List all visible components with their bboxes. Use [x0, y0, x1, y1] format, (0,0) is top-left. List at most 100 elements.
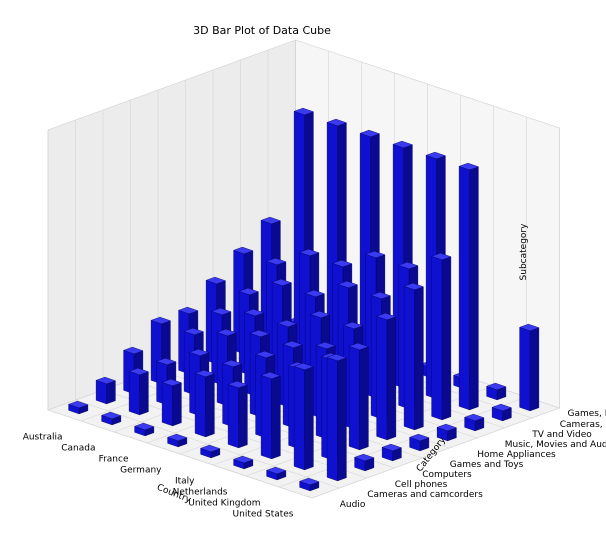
- y-tick-label: Cameras and camcorders: [367, 490, 483, 500]
- bar: [128, 367, 150, 416]
- bar-top-face: [100, 411, 122, 420]
- bar: [491, 403, 513, 422]
- y-tick-label: Cell phones: [395, 480, 448, 490]
- bar-top-face: [67, 400, 89, 409]
- z-tick-labels: Games, Movies, Music and Accessories: [568, 409, 606, 419]
- bar: [458, 162, 480, 411]
- bar-top-face: [315, 341, 337, 350]
- z-tick-label: Games, Movies, Music and Accessories: [568, 409, 606, 419]
- bar-front-face: [431, 256, 443, 421]
- bar-side-face: [414, 286, 424, 431]
- bar: [199, 444, 221, 459]
- bar-top-face: [326, 118, 348, 127]
- bar-front-face: [260, 375, 272, 460]
- bar-front-face: [403, 286, 415, 431]
- bar-front-face: [293, 366, 305, 471]
- bar: [95, 376, 117, 405]
- y-tick-label: TV and Video: [531, 430, 592, 440]
- bar-side-face: [386, 316, 397, 441]
- bar-side-face: [172, 382, 182, 427]
- bar-top-face: [232, 455, 254, 464]
- bar: [463, 413, 485, 432]
- bar-front-face: [128, 371, 140, 416]
- bar-front-face: [95, 380, 107, 405]
- bar: [298, 477, 320, 492]
- bar-front-face: [161, 382, 173, 427]
- bar-top-face: [166, 433, 188, 442]
- bar: [403, 282, 425, 431]
- bar-top-face: [265, 257, 287, 266]
- bar-top-face: [177, 306, 199, 315]
- x-tick-label: Germany: [120, 466, 162, 476]
- bar-side-face: [271, 375, 281, 460]
- bar-side-face: [106, 380, 116, 405]
- x-tick-label: United Kingdom: [188, 499, 260, 509]
- bar: [375, 312, 397, 441]
- bar-side-face: [304, 366, 314, 471]
- bar-top-face: [155, 357, 177, 366]
- bar-top-face: [276, 319, 298, 328]
- bar-top-face: [326, 353, 348, 362]
- bar: [485, 382, 507, 401]
- bar-side-face: [337, 357, 347, 482]
- y-tick-label: Games and Toys: [450, 460, 524, 470]
- y-tick-label: Cameras, Phones and Accessories: [560, 420, 606, 430]
- bar: [161, 378, 183, 427]
- bar-top-face: [425, 151, 447, 160]
- bar: [133, 422, 155, 437]
- bar-side-face: [205, 373, 215, 438]
- bar-top-face: [265, 466, 287, 475]
- bar-top-face: [458, 162, 480, 171]
- bar-top-face: [271, 278, 293, 287]
- bar-top-face: [337, 280, 359, 289]
- floor-gridline: [245, 385, 494, 477]
- bar-top-face: [232, 246, 254, 255]
- bar-top-face: [463, 413, 485, 422]
- bar-top-face: [243, 308, 265, 317]
- bar-front-face: [326, 357, 338, 482]
- bar-side-face: [139, 371, 149, 416]
- bar: [518, 323, 540, 412]
- bar-side-face: [529, 327, 540, 412]
- bar-top-face: [298, 477, 320, 486]
- bar-top-face: [430, 252, 452, 261]
- bar-top-face: [397, 261, 419, 270]
- y-tick-label: Computers: [422, 470, 472, 480]
- x-tick-label: Netherlands: [173, 488, 228, 498]
- bar-top-face: [249, 329, 271, 338]
- bar: [408, 433, 430, 452]
- bar-top-face: [518, 323, 540, 332]
- bar-top-face: [485, 382, 507, 391]
- bar-top-face: [348, 342, 370, 351]
- bar-top-face: [298, 248, 320, 257]
- bar-top-face: [370, 291, 392, 300]
- bar-top-face: [331, 259, 353, 268]
- bar-top-face: [199, 444, 221, 453]
- bar-top-face: [309, 310, 331, 319]
- bar-front-face: [194, 373, 206, 438]
- x-tick-label: Italy: [175, 477, 195, 487]
- bar-front-face: [376, 316, 388, 441]
- bar-top-face: [194, 369, 216, 378]
- bar-top-face: [227, 380, 249, 389]
- bar-side-face: [238, 384, 248, 449]
- floor-gridline: [311, 407, 560, 499]
- bar-front-face: [458, 166, 470, 411]
- bar: [348, 342, 370, 451]
- bar-top-face: [375, 312, 397, 321]
- bar-top-face: [342, 321, 364, 330]
- bar-top-face: [254, 350, 276, 359]
- y-tick-label: Home Appliances: [477, 450, 556, 460]
- floor-gridline: [278, 396, 527, 488]
- bar-top-face: [491, 403, 513, 412]
- bar-top-face: [150, 316, 172, 325]
- bar: [260, 371, 282, 460]
- bar-top-face: [128, 367, 150, 376]
- bar-side-face: [359, 346, 369, 451]
- bar: [67, 400, 89, 415]
- bar-front-face: [348, 346, 360, 451]
